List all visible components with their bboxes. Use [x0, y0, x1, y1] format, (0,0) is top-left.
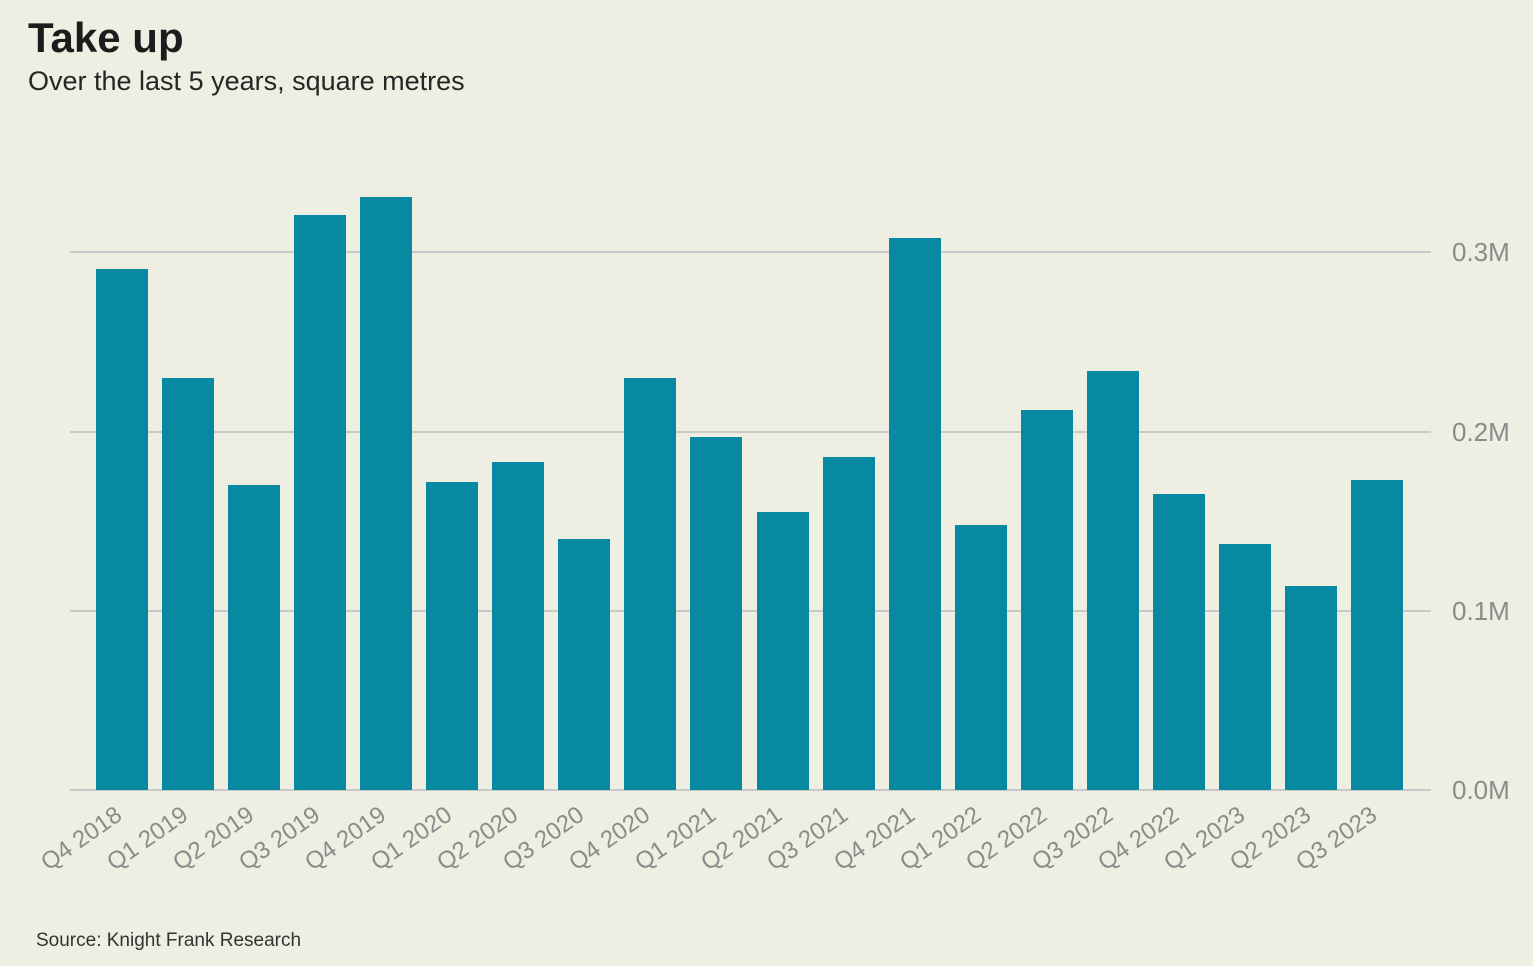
bar[interactable]: [1285, 586, 1337, 790]
bar[interactable]: [558, 539, 610, 790]
bar[interactable]: [1087, 371, 1139, 790]
y-axis-tick-label: 0.2M: [1452, 416, 1510, 447]
y-axis-tick-label: 0.0M: [1452, 775, 1510, 805]
bar[interactable]: [360, 197, 412, 790]
bar[interactable]: [1351, 480, 1403, 790]
y-axis-tick-label: 0.3M: [1452, 237, 1510, 268]
bar[interactable]: [1021, 410, 1073, 790]
bar[interactable]: [1219, 544, 1271, 790]
chart-subtitle: Over the last 5 years, square metres: [28, 66, 465, 96]
chart-title: Take up: [28, 14, 184, 61]
bar[interactable]: [162, 378, 214, 790]
source-note: Source: Knight Frank Research: [36, 930, 302, 951]
bar[interactable]: [96, 269, 148, 790]
gridline: [70, 609, 1431, 612]
y-axis-tick-label: 0.1M: [1452, 595, 1510, 626]
gridline: [70, 251, 1431, 254]
bar[interactable]: [823, 457, 875, 790]
bar[interactable]: [757, 512, 809, 790]
x-axis-baseline: [70, 789, 1431, 791]
bar[interactable]: [690, 437, 742, 790]
bar[interactable]: [228, 485, 280, 790]
bar[interactable]: [426, 482, 478, 790]
bar[interactable]: [955, 525, 1007, 790]
bar[interactable]: [294, 215, 346, 790]
bar[interactable]: [1153, 494, 1205, 790]
gridline: [70, 430, 1431, 433]
bar[interactable]: [492, 462, 544, 790]
bar[interactable]: [889, 238, 941, 790]
bar[interactable]: [624, 378, 676, 790]
